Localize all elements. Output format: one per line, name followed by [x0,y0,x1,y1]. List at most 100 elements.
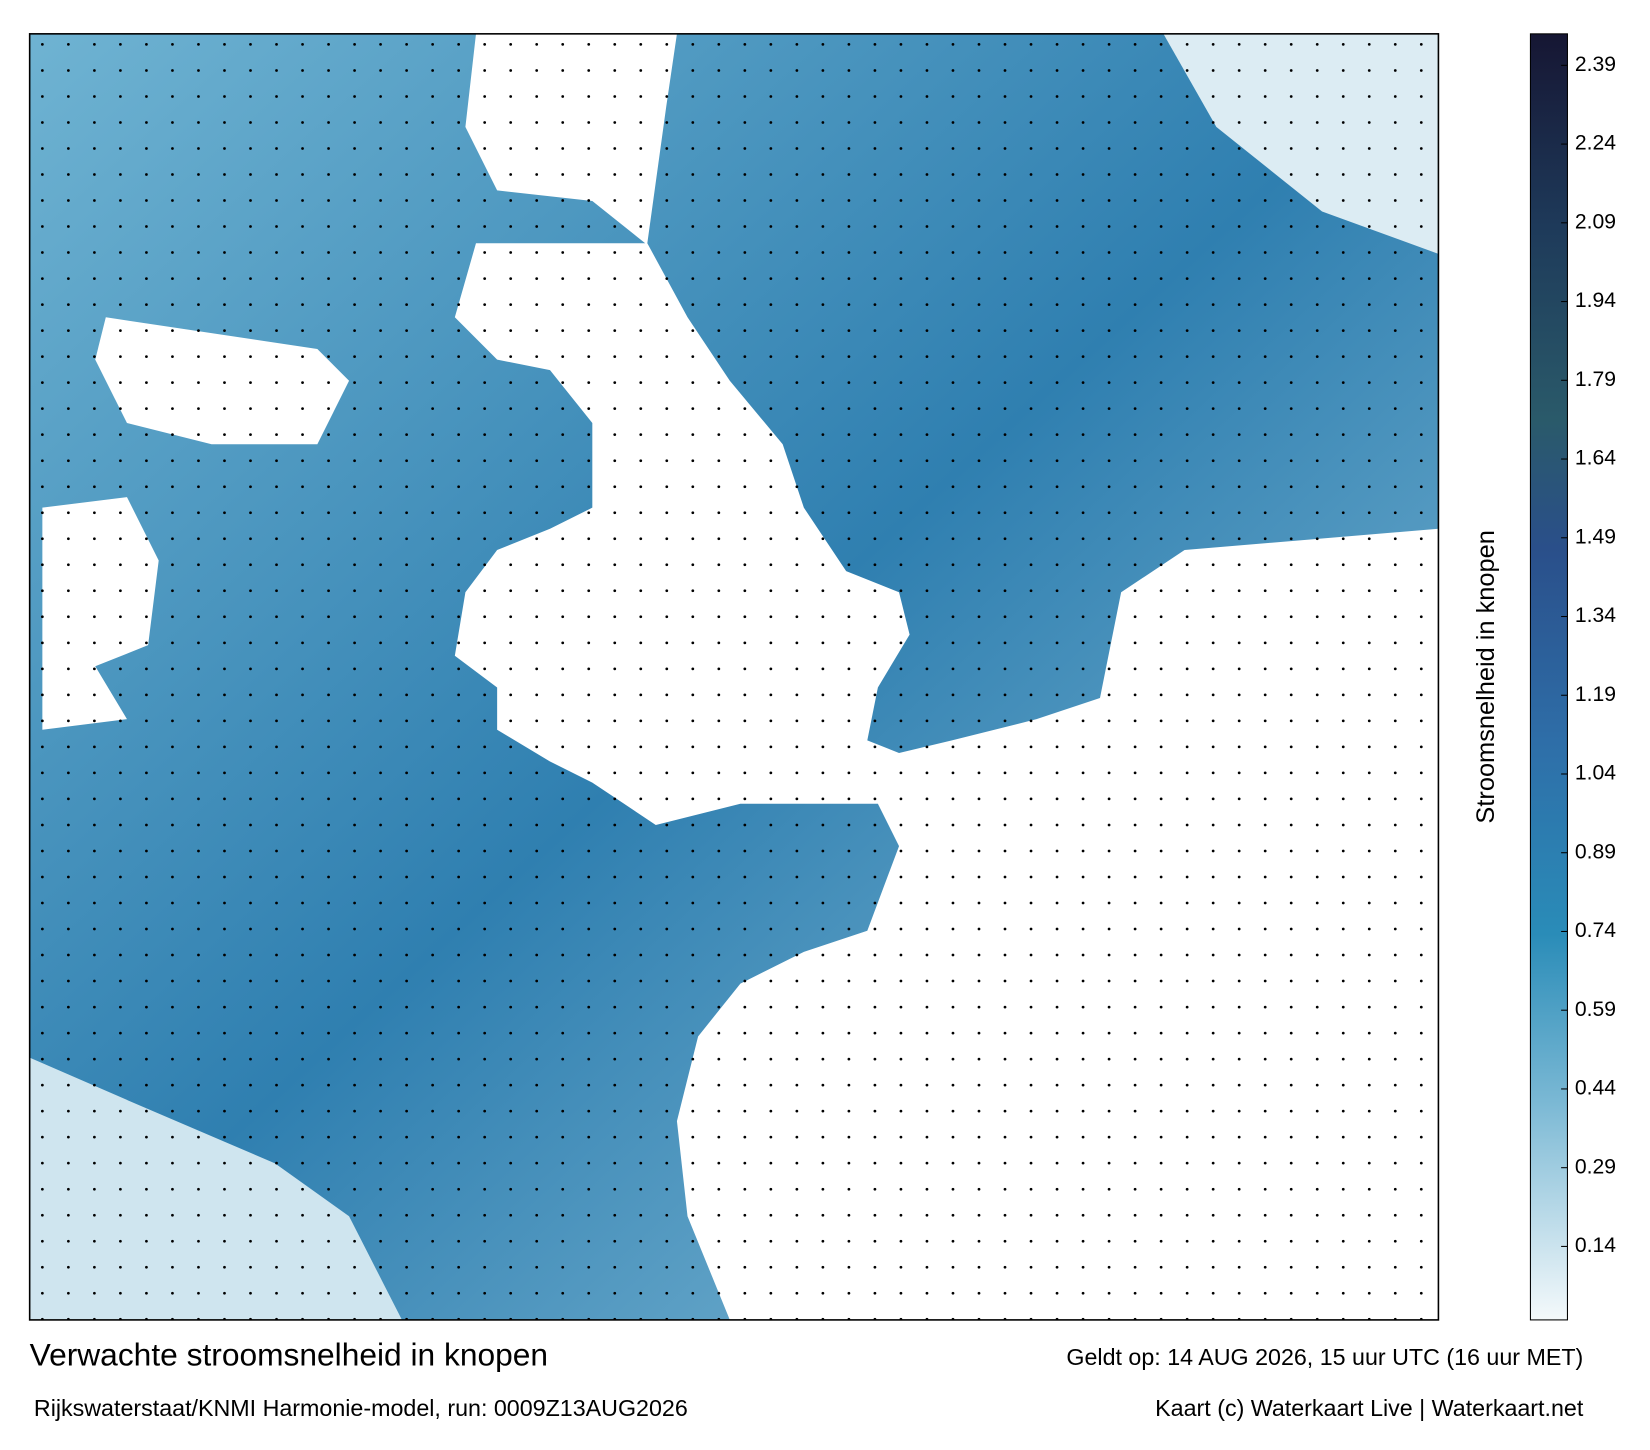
grid-dot [899,1031,903,1035]
grid-dot [1107,433,1111,437]
grid-dot [1315,1031,1319,1035]
grid-dot [1367,979,1371,983]
grid-dot [665,43,669,46]
grid-dot [1419,1161,1423,1165]
grid-dot [821,1005,825,1009]
grid-dot [1289,1083,1293,1087]
grid-dot [249,823,252,827]
grid-dot [691,303,695,306]
grid-dot [951,95,955,98]
grid-dot [561,1291,565,1295]
grid-dot [1341,225,1345,228]
grid-dot [275,1135,278,1139]
grid-dot [587,1031,591,1035]
grid-dot [821,95,825,98]
grid-dot [379,251,382,254]
grid-dot [327,225,330,228]
grid-dot [899,173,903,176]
grid-dot [821,1161,825,1165]
grid-dot [1237,589,1241,593]
grid-dot [1341,147,1345,150]
grid-dot [483,1291,487,1295]
grid-dot [717,1265,721,1269]
grid-dot [951,1005,955,1009]
grid-dot [1133,771,1137,775]
grid-dot [1367,485,1371,489]
grid-dot [639,121,643,124]
grid-dot [821,953,825,957]
grid-dot [795,433,799,437]
grid-dot [249,381,252,385]
grid-dot [197,641,200,645]
grid-dot [1263,199,1267,202]
grid-dot [1289,43,1293,46]
grid-dot [847,1109,851,1113]
grid-dot [535,849,539,853]
grid-dot [639,615,643,619]
grid-dot [1133,927,1137,931]
grid-dot [535,1109,539,1113]
grid-dot [717,329,721,332]
grid-dot [275,693,278,697]
grid-dot [171,277,174,280]
grid-dot [1003,615,1007,619]
grid-dot [561,875,565,879]
grid-dot [561,69,565,72]
grid-dot [171,1213,174,1217]
grid-dot [743,641,747,645]
grid-dot [379,381,382,385]
grid-dot [1237,875,1241,879]
grid-dot [821,1083,825,1087]
grid-dot [691,1187,695,1191]
grid-dot [691,251,695,254]
colorbar-tick-label: 1.34 [1575,604,1616,627]
grid-dot [821,745,825,749]
grid-dot [249,1187,252,1191]
grid-dot [1107,1161,1111,1165]
grid-dot [1341,589,1345,593]
grid-dot [1133,1135,1137,1139]
grid-dot [197,173,200,176]
grid-dot [1393,225,1397,228]
grid-dot [197,381,200,385]
grid-dot [847,693,851,697]
grid-dot [145,537,148,541]
grid-dot [1315,199,1319,202]
grid-dot [171,459,174,463]
grid-dot [1393,1031,1397,1035]
grid-dot [197,303,200,306]
grid-dot [1081,641,1085,645]
grid-dot [93,355,96,359]
grid-dot [1081,199,1085,202]
grid-dot [743,1213,747,1217]
grid-dot [1263,1005,1267,1009]
grid-dot [457,875,461,879]
grid-dot [639,1213,643,1217]
grid-dot [795,69,799,72]
grid-dot [223,849,226,853]
grid-dot [535,277,539,280]
grid-dot [379,1265,382,1269]
grid-dot [977,771,981,775]
grid-dot [93,1265,96,1269]
grid-dot [1263,1213,1267,1217]
grid-dot [1341,173,1345,176]
grid-dot [691,823,695,827]
grid-dot [1003,355,1007,359]
grid-dot [1367,537,1371,541]
grid-dot [535,433,539,437]
grid-dot [353,459,356,463]
grid-dot [665,225,669,228]
grid-dot [67,719,70,723]
grid-dot [379,927,382,931]
grid-dot [197,1057,200,1061]
grid-dot [1185,745,1189,749]
valid-time: Geldt op: 14 AUG 2026, 15 uur UTC (16 uu… [1066,1344,1583,1370]
grid-dot [1367,199,1371,202]
grid-dot [509,485,513,489]
colorbar-tick-label: 2.09 [1575,210,1616,233]
grid-dot [743,1031,747,1035]
grid-dot [509,225,513,228]
grid-dot [509,121,513,124]
grid-dot [847,1161,851,1165]
